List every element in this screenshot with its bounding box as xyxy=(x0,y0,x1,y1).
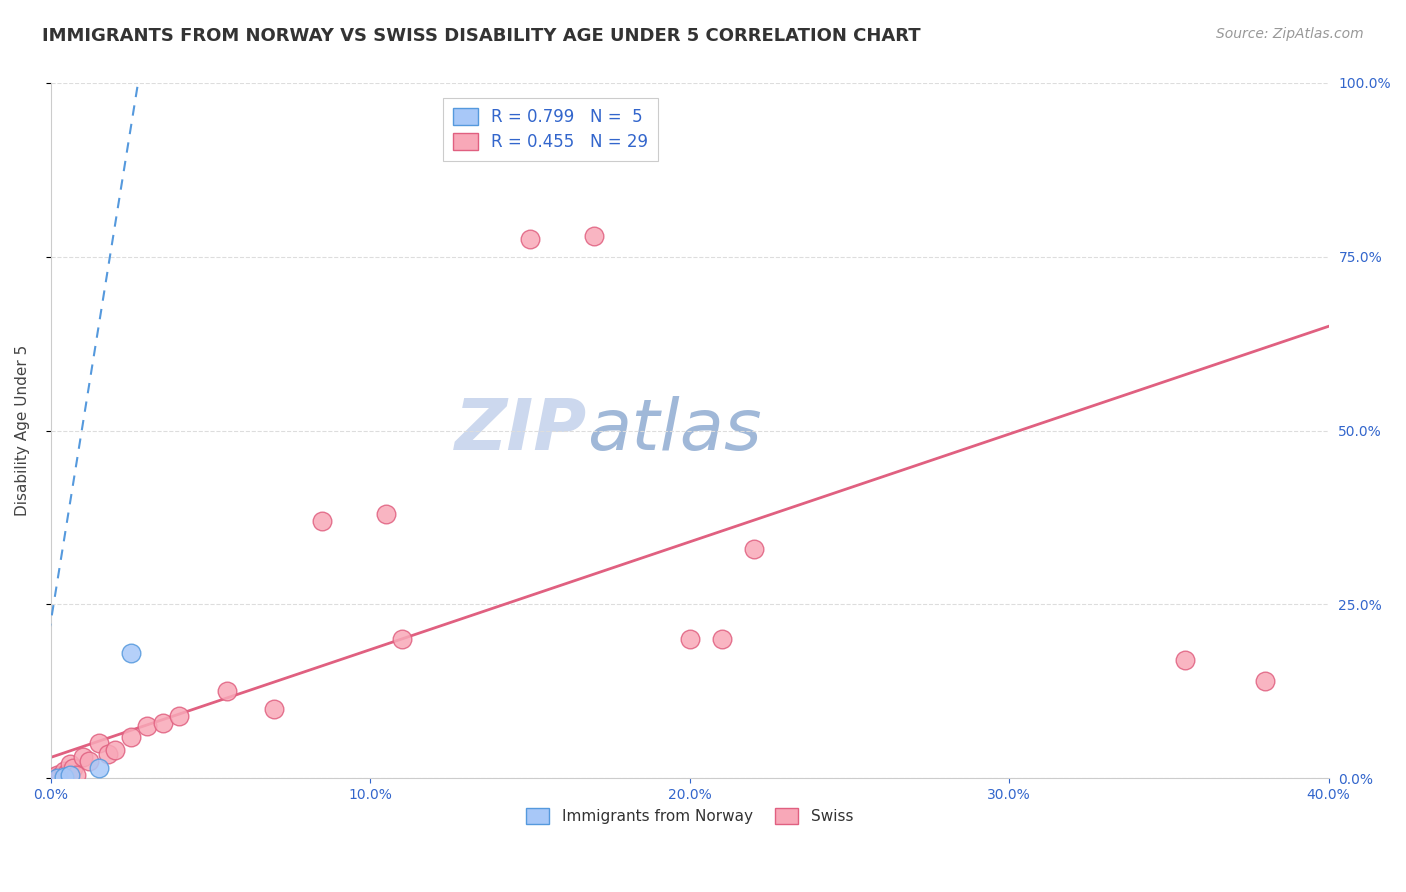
Point xyxy=(1254,673,1277,688)
Point xyxy=(375,507,398,521)
Point xyxy=(52,764,75,779)
Point xyxy=(59,768,82,782)
Point xyxy=(104,743,127,757)
Text: atlas: atlas xyxy=(588,396,762,465)
Point xyxy=(52,770,75,784)
Point xyxy=(87,736,110,750)
Point xyxy=(710,632,733,647)
Point xyxy=(87,761,110,775)
Point xyxy=(120,646,142,660)
Point xyxy=(77,754,100,768)
Text: Source: ZipAtlas.com: Source: ZipAtlas.com xyxy=(1216,27,1364,41)
Point xyxy=(215,684,238,698)
Point xyxy=(742,541,765,556)
Point xyxy=(120,730,142,744)
Point xyxy=(59,757,82,772)
Point xyxy=(46,768,69,782)
Point xyxy=(97,747,120,761)
Point xyxy=(152,715,174,730)
Y-axis label: Disability Age Under 5: Disability Age Under 5 xyxy=(15,345,30,516)
Point xyxy=(679,632,702,647)
Point xyxy=(42,770,65,784)
Point xyxy=(56,765,79,780)
Point xyxy=(62,761,84,775)
Point xyxy=(1174,653,1197,667)
Point xyxy=(263,702,285,716)
Point xyxy=(49,769,72,783)
Legend: Immigrants from Norway, Swiss: Immigrants from Norway, Swiss xyxy=(517,799,862,833)
Point xyxy=(167,708,190,723)
Point xyxy=(519,232,541,246)
Point xyxy=(311,514,333,528)
Point xyxy=(46,771,69,785)
Point xyxy=(65,768,87,782)
Text: ZIP: ZIP xyxy=(456,396,588,465)
Point xyxy=(582,228,605,243)
Text: IMMIGRANTS FROM NORWAY VS SWISS DISABILITY AGE UNDER 5 CORRELATION CHART: IMMIGRANTS FROM NORWAY VS SWISS DISABILI… xyxy=(42,27,921,45)
Point xyxy=(391,632,413,647)
Point xyxy=(72,750,94,764)
Point xyxy=(135,719,157,733)
